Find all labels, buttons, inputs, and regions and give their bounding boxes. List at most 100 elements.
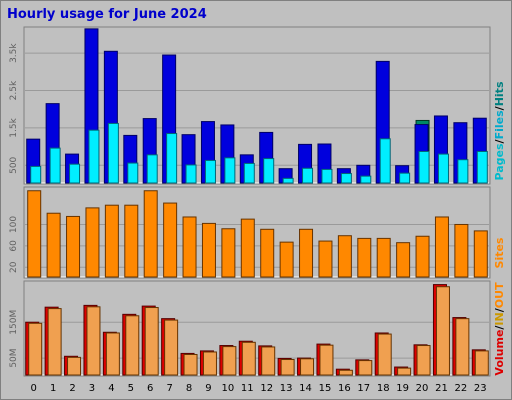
in-out-bar [67, 356, 82, 376]
legend-sep: / [493, 307, 506, 312]
in-out-bar [455, 318, 470, 376]
legend-volume: Volume [493, 330, 506, 376]
sites-bar [454, 223, 469, 278]
files-bar [146, 154, 158, 184]
in-out-bar [397, 367, 412, 376]
legend-in: IN [493, 312, 506, 325]
panel-2-frame [23, 186, 491, 279]
files-bar [243, 162, 255, 184]
panel-1-ytick-label: 2.5k [9, 80, 19, 100]
files-bar [282, 177, 294, 184]
hour-tick-label: 12 [260, 383, 273, 394]
files-bar [185, 164, 197, 184]
hour-tick-label: 5 [128, 383, 134, 394]
hour-tick-label: 18 [377, 383, 390, 394]
sites-bar [260, 228, 275, 278]
panel-1-ytick-label: 3.5k [9, 43, 19, 63]
files-bar [399, 172, 411, 184]
in-out-bar [377, 333, 392, 376]
hour-tick-label: 9 [205, 383, 211, 394]
sites-bar [124, 204, 139, 278]
sites-bar [337, 235, 352, 278]
sites-bar [299, 228, 314, 278]
in-out-bar [319, 344, 334, 376]
files-bar [166, 133, 178, 184]
panel-1-ytick-label: 500 [9, 156, 19, 173]
hour-tick-label: 2 [69, 383, 75, 394]
in-out-bar [416, 345, 431, 376]
legend-sep: / [493, 105, 506, 110]
sites-bar [182, 216, 197, 278]
in-out-bar [105, 332, 120, 376]
hour-tick-label: 14 [299, 383, 312, 394]
in-out-bar [261, 346, 276, 376]
sites-bar [473, 230, 488, 278]
files-bar [204, 159, 216, 184]
files-bar [379, 138, 391, 184]
legend-files: Files [493, 110, 506, 140]
legend-middle: Sites [493, 237, 506, 268]
in-out-bar [222, 346, 237, 376]
files-bar [437, 153, 449, 184]
sites-bar [357, 237, 372, 278]
hour-tick-label: 1 [50, 383, 56, 394]
in-out-bar [435, 286, 450, 376]
sites-bar [376, 237, 391, 278]
in-out-bar [183, 353, 198, 376]
in-out-bar [202, 351, 217, 376]
files-bar [340, 173, 352, 184]
chart-title: Hourly usage for June 2024 [7, 7, 207, 22]
files-bar [360, 175, 372, 184]
sites-bar [27, 190, 42, 278]
hour-tick-label: 20 [416, 383, 429, 394]
sites-bar [415, 235, 430, 278]
sites-bar [279, 241, 294, 278]
sites-bar [240, 218, 255, 278]
files-bar [302, 167, 314, 184]
sites-bar [46, 212, 61, 278]
hour-tick-label: 10 [222, 383, 235, 394]
hour-tick-label: 17 [357, 383, 370, 394]
hour-tick-label: 23 [474, 383, 487, 394]
hour-tick-label: 4 [108, 383, 114, 394]
in-out-bar [338, 369, 353, 376]
hour-tick-label: 11 [241, 383, 254, 394]
panel-2-ytick-label: 100 [9, 216, 19, 233]
files-bar [224, 157, 236, 184]
in-out-bar [144, 307, 159, 376]
files-bar [88, 129, 100, 184]
sites-bar [163, 202, 178, 278]
panel-2-ytick-label: 60 [9, 240, 19, 252]
sites-bar [396, 242, 411, 278]
files-bar [30, 165, 42, 184]
files-bar [69, 163, 81, 184]
sites-bar [221, 228, 236, 278]
panel-1-ytick-label: 1.5k [9, 117, 19, 137]
legend-bottom: Volume/IN/OUT [493, 282, 506, 376]
in-out-bar [280, 359, 295, 376]
files-bar [263, 158, 275, 184]
files-bar [127, 162, 139, 184]
sites-bar [318, 240, 333, 278]
hour-tick-label: 7 [166, 383, 172, 394]
in-out-bar [241, 341, 256, 376]
sites-bar [143, 190, 158, 278]
in-out-bar [164, 319, 179, 376]
sites-bar [434, 216, 449, 278]
hour-tick-label: 22 [455, 383, 468, 394]
hour-tick-label: 6 [147, 383, 153, 394]
sites-bar [85, 207, 100, 278]
in-out-bar [125, 315, 140, 376]
files-bar [476, 150, 488, 184]
legend-pages: Pages [493, 143, 506, 181]
in-out-bar [28, 322, 43, 376]
legend-sep: / [493, 325, 506, 330]
panel-3-frame [23, 280, 491, 377]
sites-bar [66, 215, 81, 278]
files-bar [107, 122, 119, 184]
hour-tick-label: 3 [89, 383, 95, 394]
legend-top: Pages/Files/Hits [493, 81, 506, 180]
files-bar [321, 168, 333, 184]
